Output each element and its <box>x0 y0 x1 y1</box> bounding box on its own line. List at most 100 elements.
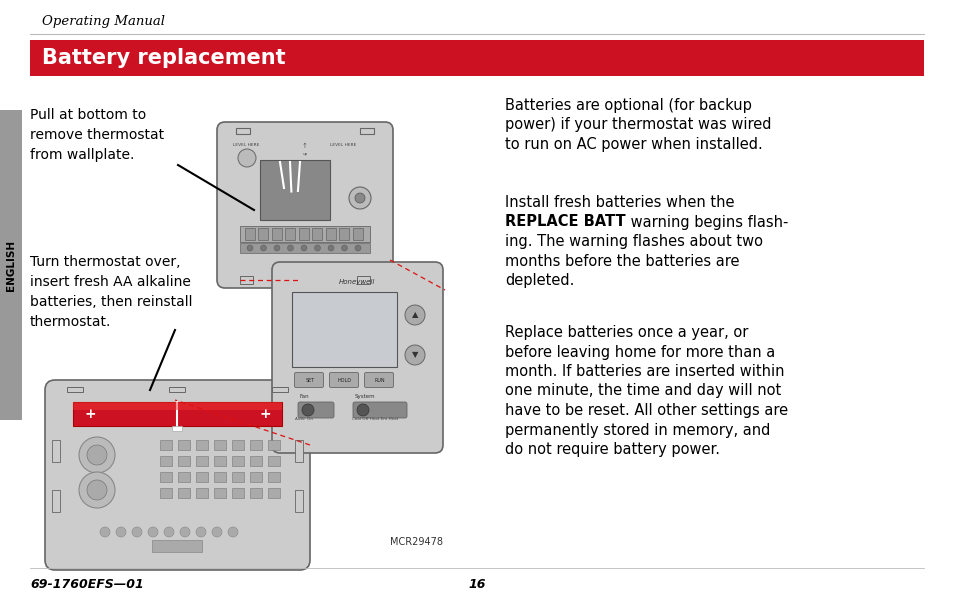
Bar <box>268 488 280 498</box>
Bar <box>326 228 335 240</box>
Circle shape <box>405 305 424 325</box>
Bar <box>178 472 190 482</box>
Bar <box>268 440 280 450</box>
Bar <box>285 228 295 240</box>
Circle shape <box>260 245 266 251</box>
Bar <box>250 488 262 498</box>
Circle shape <box>237 149 255 167</box>
Bar <box>240 276 253 284</box>
Circle shape <box>180 527 190 537</box>
Bar <box>160 472 172 482</box>
Bar <box>195 488 208 498</box>
Text: 16: 16 <box>468 578 485 592</box>
Bar <box>73 402 282 426</box>
Text: do not require battery power.: do not require battery power. <box>504 442 720 457</box>
Bar <box>294 490 303 512</box>
Bar <box>178 488 190 498</box>
Text: ▲: ▲ <box>412 311 417 319</box>
FancyBboxPatch shape <box>329 373 358 387</box>
Bar <box>213 440 226 450</box>
Bar <box>213 472 226 482</box>
Bar <box>250 472 262 482</box>
Bar <box>160 488 172 498</box>
Circle shape <box>116 527 126 537</box>
FancyBboxPatch shape <box>297 402 334 418</box>
Bar <box>160 456 172 466</box>
Text: Battery replacement: Battery replacement <box>42 48 285 68</box>
Text: power) if your thermostat was wired: power) if your thermostat was wired <box>504 117 771 133</box>
Text: Cool Off Heat Em.Heat: Cool Off Heat Em.Heat <box>352 417 397 421</box>
Text: LEVEL HERE: LEVEL HERE <box>330 143 356 147</box>
Text: RUN: RUN <box>375 378 385 382</box>
Circle shape <box>302 404 314 416</box>
Circle shape <box>79 437 115 473</box>
Text: before leaving home for more than a: before leaving home for more than a <box>504 345 775 359</box>
Bar <box>232 456 244 466</box>
Bar <box>195 440 208 450</box>
FancyBboxPatch shape <box>353 402 407 418</box>
Text: Fan: Fan <box>299 394 310 399</box>
Bar <box>178 440 190 450</box>
Circle shape <box>328 245 334 251</box>
Bar <box>313 228 322 240</box>
Circle shape <box>355 245 360 251</box>
Bar <box>30 40 923 76</box>
Bar <box>298 228 309 240</box>
FancyBboxPatch shape <box>45 380 310 570</box>
Text: months before the batteries are: months before the batteries are <box>504 254 739 269</box>
Bar <box>292 292 396 367</box>
Text: Auto  On: Auto On <box>294 417 313 421</box>
Bar <box>240 226 370 242</box>
Text: ENGLISH: ENGLISH <box>6 240 16 291</box>
Bar <box>52 490 60 512</box>
Text: Replace batteries once a year, or: Replace batteries once a year, or <box>504 325 747 340</box>
Circle shape <box>195 527 206 537</box>
Bar <box>235 128 250 134</box>
Bar <box>258 228 268 240</box>
Text: Operating Manual: Operating Manual <box>42 15 165 29</box>
Bar <box>359 128 374 134</box>
Text: month. If batteries are inserted within: month. If batteries are inserted within <box>504 364 783 379</box>
Text: +: + <box>259 407 271 421</box>
Text: MCR29478: MCR29478 <box>390 537 442 547</box>
Text: System: System <box>355 394 375 399</box>
Bar <box>272 228 282 240</box>
Circle shape <box>87 445 107 465</box>
Bar <box>172 426 182 431</box>
Bar <box>232 472 244 482</box>
Circle shape <box>132 527 142 537</box>
Circle shape <box>355 193 365 203</box>
Bar <box>272 387 288 392</box>
Text: Pull at bottom to
remove thermostat
from wallplate.: Pull at bottom to remove thermostat from… <box>30 108 164 162</box>
Bar <box>195 456 208 466</box>
Circle shape <box>148 527 158 537</box>
Circle shape <box>100 527 110 537</box>
Bar <box>213 488 226 498</box>
Text: REPLACE BATT: REPLACE BATT <box>504 215 625 229</box>
Text: 69-1760EFS—01: 69-1760EFS—01 <box>30 578 144 592</box>
Circle shape <box>287 245 294 251</box>
Circle shape <box>356 404 369 416</box>
Text: HOLD: HOLD <box>337 378 352 382</box>
Text: warning begins flash-: warning begins flash- <box>625 215 787 229</box>
Bar <box>339 228 349 240</box>
Bar <box>52 440 60 462</box>
Text: Honeywell: Honeywell <box>339 279 375 285</box>
Circle shape <box>274 245 280 251</box>
Bar <box>178 456 190 466</box>
Text: Install fresh batteries when the: Install fresh batteries when the <box>504 195 734 210</box>
FancyBboxPatch shape <box>294 373 323 387</box>
Bar <box>260 160 330 220</box>
Bar <box>240 243 370 253</box>
Bar <box>268 472 280 482</box>
FancyBboxPatch shape <box>272 262 442 453</box>
FancyBboxPatch shape <box>364 373 393 387</box>
Bar <box>353 228 363 240</box>
FancyBboxPatch shape <box>216 122 393 288</box>
Bar <box>152 540 202 552</box>
Text: depleted.: depleted. <box>504 273 574 288</box>
Bar <box>268 456 280 466</box>
Text: SET: SET <box>305 378 314 382</box>
Text: one minute, the time and day will not: one minute, the time and day will not <box>504 384 781 398</box>
Text: up: up <box>302 152 307 156</box>
